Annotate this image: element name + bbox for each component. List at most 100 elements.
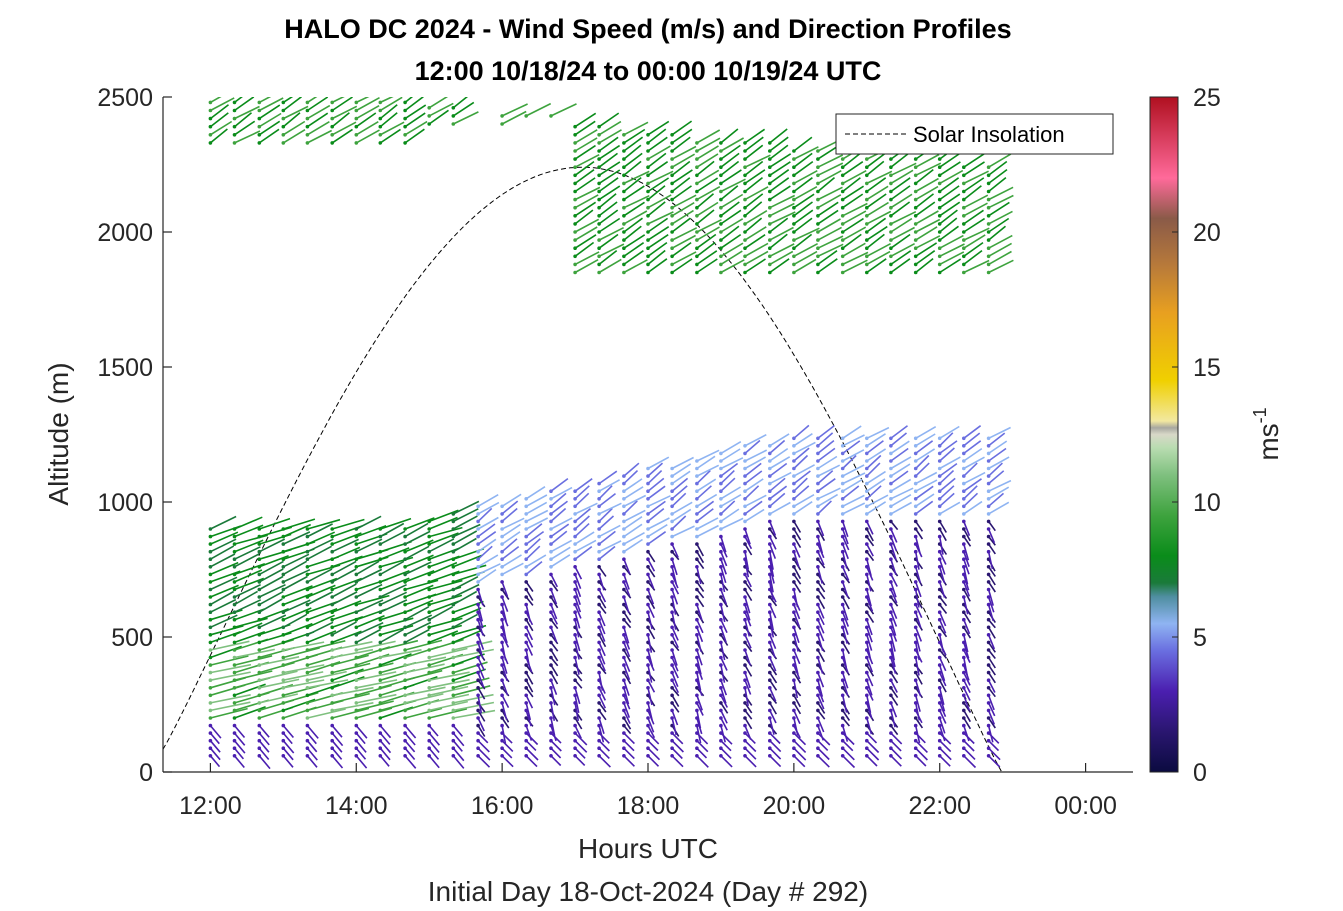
wind-vector-head <box>232 617 237 622</box>
wind-vector-head <box>257 640 262 645</box>
wind-vector <box>647 649 654 667</box>
wind-vector <box>623 470 639 485</box>
wind-vector <box>209 740 221 753</box>
wind-vector-head <box>330 617 335 622</box>
wind-vector <box>647 612 653 630</box>
wind-vector <box>550 649 559 662</box>
wind-vector-head <box>840 670 845 675</box>
wind-vector-head <box>646 489 650 494</box>
wind-vector-head <box>840 693 845 698</box>
wind-vector-head <box>524 746 528 750</box>
wind-vector-head <box>986 693 991 698</box>
wind-vector <box>598 627 606 642</box>
wind-vector-head <box>816 693 820 698</box>
wind-vector <box>793 543 801 558</box>
wind-vector <box>890 242 915 258</box>
wind-vector <box>258 104 281 120</box>
wind-vector-head <box>597 633 601 637</box>
wind-vector-head <box>403 617 407 622</box>
wind-vector-head <box>695 693 699 698</box>
wind-vector-head <box>670 262 674 267</box>
wind-vector <box>842 740 854 752</box>
wind-vector <box>574 523 590 538</box>
wind-vector-head <box>840 572 845 577</box>
wind-vector <box>720 642 726 661</box>
wind-vector <box>817 521 825 537</box>
wind-vector-head <box>524 686 528 690</box>
wind-vector <box>404 693 444 704</box>
wind-vector <box>501 634 510 648</box>
wind-vector-head <box>792 173 796 178</box>
wind-vector <box>623 627 630 644</box>
wind-vector <box>988 747 1001 761</box>
wind-vector <box>963 755 977 769</box>
wind-vector-head <box>622 625 626 630</box>
wind-vector <box>769 528 778 540</box>
wind-vector <box>744 494 767 508</box>
wind-vector-head <box>257 655 262 660</box>
wind-vector-head <box>840 205 845 210</box>
wind-vector-head <box>281 731 286 735</box>
wind-vector-head <box>937 157 942 161</box>
wind-vector <box>282 553 310 568</box>
wind-vector <box>841 528 849 545</box>
wind-vector <box>720 536 727 553</box>
wind-vector-head <box>549 114 553 118</box>
wind-vector <box>598 545 616 560</box>
wind-vector-head <box>889 459 893 463</box>
wind-vector <box>574 492 590 507</box>
wind-vector-head <box>524 504 528 509</box>
wind-vector <box>866 755 878 767</box>
wind-vector <box>866 152 886 168</box>
wind-vector <box>501 531 521 545</box>
wind-vector-head <box>500 572 504 577</box>
wind-vector <box>380 639 419 651</box>
wind-vector-head <box>524 527 528 531</box>
wind-vector-head <box>792 504 796 509</box>
wind-vector <box>306 747 318 761</box>
wind-vector <box>598 589 607 603</box>
wind-vector-head <box>354 708 359 713</box>
wind-vector-head <box>281 124 286 129</box>
wind-vector-head <box>670 655 674 660</box>
colorbar-unit-exponent: -1 <box>1250 407 1270 423</box>
wind-vector <box>623 538 643 553</box>
wind-vector-head <box>354 678 359 682</box>
wind-vector <box>598 144 621 160</box>
wind-vector-head <box>695 708 699 713</box>
wind-vector <box>866 160 885 176</box>
wind-vector-head <box>403 116 407 121</box>
wind-vector <box>866 634 873 651</box>
wind-vector <box>987 695 995 711</box>
wind-vector <box>623 596 630 613</box>
wind-vector-head <box>330 133 335 137</box>
wind-vector <box>355 747 367 760</box>
wind-vector-head <box>573 230 577 234</box>
wind-vector-head <box>208 708 213 713</box>
wind-vector <box>671 485 688 500</box>
wind-vector-head <box>962 542 966 546</box>
wind-vector <box>939 604 948 614</box>
wind-vector-head <box>816 655 820 660</box>
wind-vector <box>525 604 531 622</box>
wind-vector <box>671 558 678 576</box>
wind-vector-head <box>937 580 942 584</box>
wind-vector-head <box>816 701 820 705</box>
wind-vector-head <box>840 459 845 463</box>
wind-vector-head <box>208 141 213 145</box>
wind-vector <box>696 664 704 680</box>
wind-vector-head <box>281 693 286 698</box>
wind-vector-head <box>792 222 796 226</box>
wind-vector-head <box>208 731 213 735</box>
wind-vector-head <box>889 701 893 705</box>
wind-vector <box>866 596 874 612</box>
wind-vector <box>866 433 886 447</box>
wind-vector <box>939 432 954 447</box>
wind-vector <box>598 120 622 136</box>
wind-vector <box>429 685 469 697</box>
wind-vector-head <box>330 116 335 121</box>
wind-vector-head <box>597 222 601 226</box>
wind-vector-head <box>622 157 626 161</box>
wind-vector-head <box>549 655 553 660</box>
wind-vector <box>817 493 839 507</box>
